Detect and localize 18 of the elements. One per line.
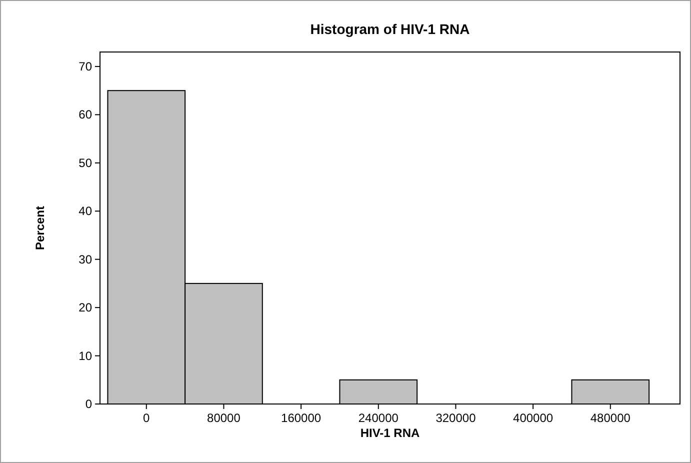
x-tick-label: 320000 <box>436 411 476 425</box>
y-tick-label: 40 <box>78 204 92 218</box>
y-tick-label: 20 <box>78 300 92 315</box>
y-tick-label: 60 <box>78 108 92 122</box>
y-tick-label: 30 <box>78 252 92 266</box>
chart-title: Histogram of HIV-1 RNA <box>310 21 470 37</box>
y-tick-label: 70 <box>78 59 92 74</box>
x-tick-label: 0 <box>143 411 150 425</box>
x-tick-label: 160000 <box>281 411 322 425</box>
y-tick-label: 10 <box>78 348 92 363</box>
y-axis-title: Percent <box>33 206 47 250</box>
x-tick-label: 480000 <box>590 411 631 425</box>
y-tick-label: 50 <box>78 156 92 170</box>
x-tick-label: 240000 <box>358 411 399 425</box>
x-axis-title: HIV-1 RNA <box>360 426 420 440</box>
x-tick-label: 80000 <box>207 411 241 425</box>
x-tick-label: 400000 <box>513 411 554 425</box>
y-tick-label: 0 <box>85 397 92 411</box>
